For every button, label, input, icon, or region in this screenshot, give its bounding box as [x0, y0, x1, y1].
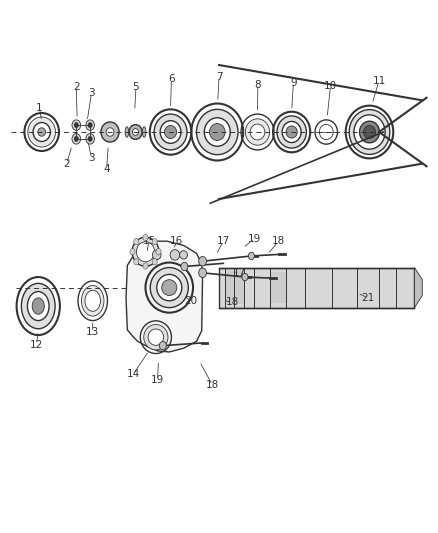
Polygon shape	[414, 268, 422, 308]
Ellipse shape	[136, 241, 155, 262]
Ellipse shape	[286, 126, 297, 138]
Ellipse shape	[133, 128, 138, 135]
Ellipse shape	[148, 329, 164, 345]
Ellipse shape	[165, 125, 177, 139]
Text: 15: 15	[142, 236, 155, 246]
Ellipse shape	[277, 116, 306, 148]
Polygon shape	[126, 241, 202, 352]
Circle shape	[88, 136, 92, 141]
Ellipse shape	[150, 268, 188, 308]
Text: 6: 6	[168, 74, 175, 84]
Ellipse shape	[157, 274, 182, 301]
Circle shape	[86, 120, 95, 131]
Text: 21: 21	[361, 293, 375, 303]
Ellipse shape	[154, 114, 187, 150]
Text: 5: 5	[133, 82, 139, 92]
Ellipse shape	[319, 124, 333, 140]
Ellipse shape	[250, 124, 265, 140]
Text: 2: 2	[64, 159, 70, 168]
Circle shape	[248, 252, 254, 260]
Circle shape	[159, 342, 166, 350]
Text: 4: 4	[103, 164, 110, 174]
Text: 13: 13	[86, 327, 99, 337]
Circle shape	[199, 256, 206, 266]
Ellipse shape	[209, 124, 225, 140]
Circle shape	[88, 123, 92, 128]
Text: 18: 18	[272, 236, 285, 246]
Ellipse shape	[144, 325, 168, 350]
Ellipse shape	[282, 122, 301, 142]
Text: 19: 19	[248, 233, 261, 244]
Circle shape	[130, 248, 135, 255]
Ellipse shape	[28, 292, 49, 320]
Ellipse shape	[204, 118, 230, 146]
Circle shape	[199, 268, 206, 278]
Ellipse shape	[101, 122, 119, 142]
Text: 9: 9	[290, 78, 297, 88]
Text: 1: 1	[36, 103, 43, 114]
Text: 12: 12	[30, 340, 43, 350]
Ellipse shape	[354, 115, 385, 149]
Text: 19: 19	[151, 375, 164, 385]
Ellipse shape	[364, 125, 375, 139]
Ellipse shape	[197, 109, 238, 155]
Ellipse shape	[360, 121, 379, 143]
Ellipse shape	[38, 128, 46, 136]
Text: 17: 17	[233, 268, 247, 278]
Circle shape	[86, 134, 95, 144]
Ellipse shape	[142, 127, 146, 138]
Text: 18: 18	[206, 380, 219, 390]
Circle shape	[72, 134, 81, 144]
Ellipse shape	[129, 125, 142, 140]
Circle shape	[152, 238, 157, 245]
Ellipse shape	[28, 117, 56, 147]
Circle shape	[143, 263, 148, 269]
Circle shape	[181, 262, 188, 271]
Text: 8: 8	[254, 79, 261, 90]
Text: 10: 10	[324, 80, 337, 91]
Ellipse shape	[81, 286, 104, 316]
Text: 2: 2	[73, 82, 80, 92]
Circle shape	[143, 235, 148, 241]
Circle shape	[72, 120, 81, 131]
Ellipse shape	[125, 127, 129, 138]
Circle shape	[242, 273, 248, 281]
Text: 16: 16	[170, 236, 183, 246]
Text: 11: 11	[372, 76, 385, 86]
Ellipse shape	[180, 251, 187, 259]
Text: 14: 14	[127, 369, 140, 379]
Text: 3: 3	[88, 154, 95, 164]
Ellipse shape	[170, 249, 180, 260]
Ellipse shape	[349, 110, 390, 155]
Circle shape	[134, 238, 139, 245]
Ellipse shape	[162, 280, 177, 295]
Circle shape	[156, 248, 161, 255]
Ellipse shape	[132, 237, 159, 266]
Text: 18: 18	[225, 297, 239, 308]
Circle shape	[74, 136, 78, 141]
Ellipse shape	[152, 250, 161, 260]
Ellipse shape	[245, 119, 270, 145]
Text: 3: 3	[88, 88, 95, 99]
Circle shape	[74, 123, 78, 128]
Ellipse shape	[32, 298, 44, 314]
Text: 17: 17	[217, 236, 230, 246]
Ellipse shape	[33, 123, 50, 141]
Text: 7: 7	[215, 71, 223, 82]
Text: 20: 20	[184, 296, 198, 306]
Circle shape	[152, 259, 157, 265]
Ellipse shape	[21, 284, 55, 329]
Ellipse shape	[160, 120, 181, 143]
Ellipse shape	[106, 128, 114, 136]
Ellipse shape	[85, 290, 100, 311]
Circle shape	[134, 259, 139, 265]
